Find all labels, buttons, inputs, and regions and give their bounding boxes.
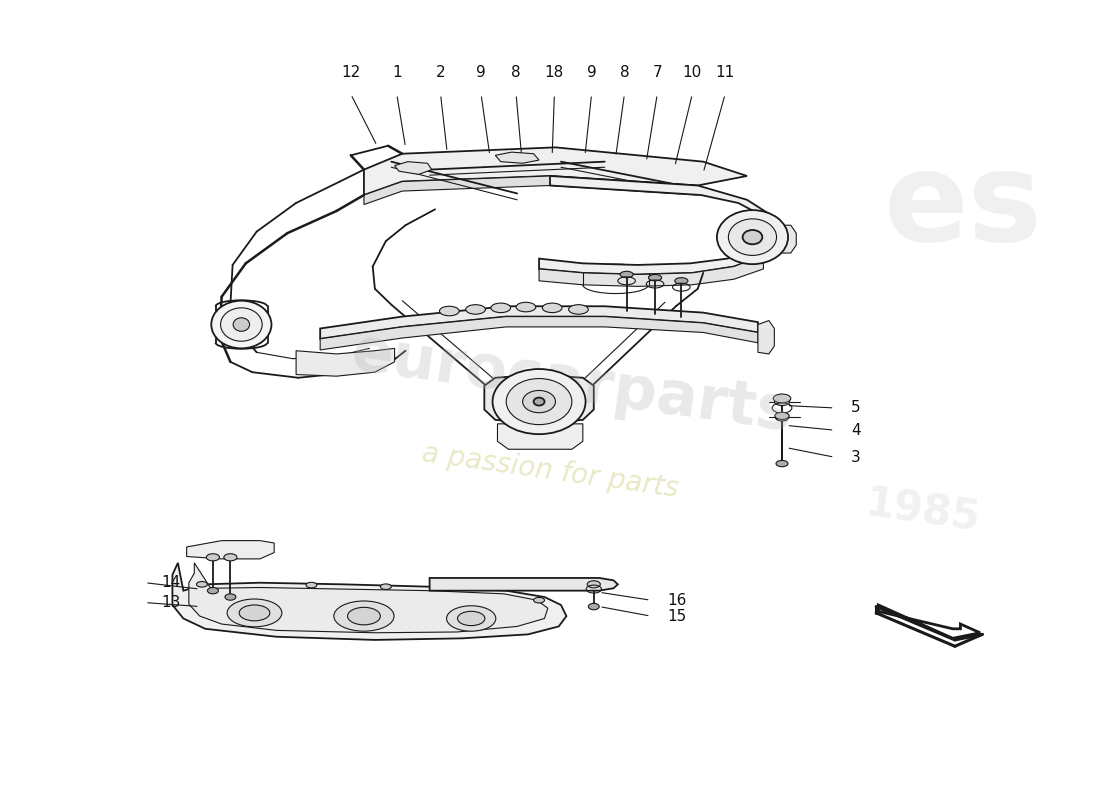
Ellipse shape [224, 594, 235, 600]
Text: 4: 4 [851, 422, 860, 438]
Polygon shape [189, 563, 548, 633]
Ellipse shape [773, 394, 791, 402]
Polygon shape [497, 424, 583, 450]
Text: 5: 5 [851, 401, 860, 415]
Ellipse shape [227, 599, 282, 627]
Ellipse shape [774, 398, 790, 406]
Ellipse shape [458, 611, 485, 626]
Ellipse shape [465, 305, 485, 314]
Polygon shape [364, 147, 747, 195]
Ellipse shape [674, 278, 688, 284]
Text: 11: 11 [715, 65, 735, 80]
Text: 12: 12 [341, 65, 361, 80]
Ellipse shape [197, 582, 208, 587]
Ellipse shape [776, 460, 788, 466]
Ellipse shape [348, 607, 381, 625]
Ellipse shape [534, 398, 544, 406]
Text: 2: 2 [436, 65, 446, 80]
Text: 7: 7 [652, 65, 662, 80]
Polygon shape [769, 226, 796, 253]
Text: 9: 9 [586, 65, 596, 80]
Polygon shape [758, 321, 774, 354]
Ellipse shape [776, 414, 789, 421]
Ellipse shape [506, 378, 572, 425]
Text: 8: 8 [512, 65, 521, 80]
Text: 16: 16 [667, 593, 686, 608]
Ellipse shape [588, 603, 600, 610]
Text: 15: 15 [667, 609, 686, 623]
Polygon shape [364, 176, 697, 205]
Ellipse shape [233, 318, 250, 331]
Ellipse shape [569, 305, 589, 314]
Polygon shape [539, 255, 763, 286]
Ellipse shape [440, 306, 459, 316]
Text: 1: 1 [392, 65, 402, 80]
Ellipse shape [493, 369, 585, 434]
Polygon shape [539, 176, 782, 274]
Polygon shape [484, 374, 594, 424]
Ellipse shape [224, 554, 236, 561]
Ellipse shape [207, 554, 220, 561]
Text: a passion for parts: a passion for parts [420, 440, 680, 503]
Text: 10: 10 [683, 65, 702, 80]
Ellipse shape [447, 606, 496, 631]
Ellipse shape [542, 303, 562, 313]
Text: 3: 3 [851, 450, 860, 465]
Polygon shape [320, 317, 758, 350]
Ellipse shape [522, 390, 556, 413]
Polygon shape [395, 162, 432, 174]
Polygon shape [430, 578, 618, 590]
Text: 14: 14 [162, 575, 180, 590]
Ellipse shape [211, 301, 272, 348]
Text: 13: 13 [162, 595, 180, 610]
Text: 9: 9 [476, 65, 486, 80]
Polygon shape [320, 306, 758, 339]
Ellipse shape [620, 271, 634, 278]
Ellipse shape [742, 230, 762, 244]
Ellipse shape [239, 605, 270, 621]
Ellipse shape [333, 601, 394, 631]
Ellipse shape [587, 581, 601, 588]
Ellipse shape [649, 274, 661, 281]
Text: es: es [883, 146, 1043, 266]
Ellipse shape [717, 210, 788, 264]
Polygon shape [173, 563, 566, 640]
Ellipse shape [516, 302, 536, 312]
Ellipse shape [774, 412, 789, 419]
Text: 8: 8 [619, 65, 629, 80]
Ellipse shape [491, 303, 510, 313]
Ellipse shape [534, 598, 544, 603]
Text: 1985: 1985 [862, 482, 982, 540]
Ellipse shape [208, 587, 219, 594]
Ellipse shape [221, 308, 262, 342]
Polygon shape [187, 541, 274, 559]
Ellipse shape [381, 584, 392, 590]
Polygon shape [296, 348, 395, 376]
Text: eurocarparts: eurocarparts [348, 324, 796, 444]
Text: 18: 18 [544, 65, 564, 80]
Ellipse shape [306, 582, 317, 588]
Ellipse shape [728, 219, 777, 255]
Polygon shape [495, 152, 539, 163]
